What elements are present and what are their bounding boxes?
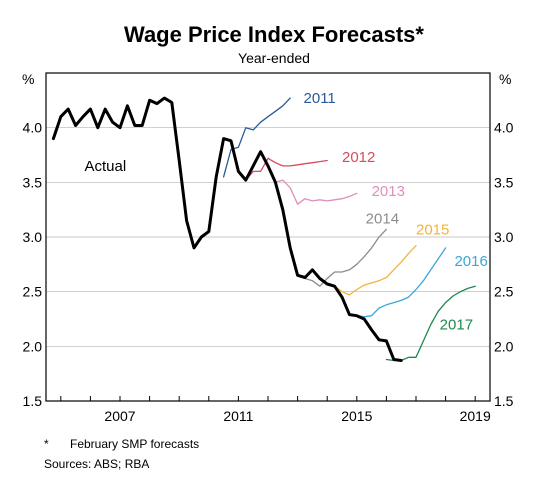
y-tick-label-right: 2.5 [494, 284, 514, 300]
y-axis-unit-left: % [22, 71, 34, 87]
y-tick-label-left: 3.5 [23, 174, 43, 190]
chart-subtitle: Year-ended [238, 50, 310, 66]
series-line-2014 [296, 228, 388, 287]
series-line-2013 [267, 165, 358, 205]
series-line-2016 [356, 247, 447, 318]
series-label-2014: 2014 [366, 210, 399, 227]
x-tick-label: 2019 [460, 408, 491, 424]
series-line-2011 [222, 97, 291, 178]
sources-note: Sources: ABS; RBA [44, 457, 150, 471]
series-label-2016: 2016 [454, 253, 487, 270]
series-labels: 2011 2012 2013 2014 2015 2016 2017 Actual [84, 90, 487, 333]
series-layer [51, 96, 476, 362]
x-tick-label: 2011 [223, 408, 253, 424]
series-label-2011: 2011 [304, 90, 336, 107]
series-label-2017: 2017 [440, 316, 473, 333]
y-tick-label-left: 2.0 [23, 338, 43, 354]
y-axis-right: 1.5 2.0 2.5 3.0 3.5 4.0 [494, 120, 514, 409]
x-axis: 2007 2011 2015 2019 [60, 396, 491, 424]
series-label-2015: 2015 [416, 221, 449, 238]
series-line-actual [51, 96, 403, 362]
y-tick-label-left: 1.5 [23, 393, 43, 409]
footnote-marker: * [44, 437, 49, 451]
footnote-text: February SMP forecasts [70, 437, 200, 451]
y-axis-left: 1.5 2.0 2.5 3.0 3.5 4.0 [23, 120, 43, 409]
y-tick-label-right: 1.5 [494, 393, 514, 409]
y-tick-label-right: 4.0 [494, 120, 514, 136]
footnote: * February SMP forecasts [44, 437, 199, 451]
x-tick-label: 2007 [104, 408, 135, 424]
x-tick-label: 2015 [341, 408, 372, 424]
series-label-2012: 2012 [342, 149, 375, 166]
y-tick-label-right: 3.5 [494, 174, 514, 190]
y-tick-label-left: 3.0 [23, 229, 43, 245]
y-axis-unit-right: % [499, 71, 511, 87]
series-line-2012 [237, 157, 328, 181]
series-label-2013: 2013 [372, 183, 405, 200]
y-tick-label-left: 2.5 [23, 284, 43, 300]
series-label-actual: Actual [84, 158, 126, 175]
y-tick-label-left: 4.0 [23, 120, 43, 136]
y-tick-label-right: 3.0 [494, 229, 514, 245]
series-line-2015 [326, 245, 417, 296]
chart-title: Wage Price Index Forecasts* [124, 22, 424, 47]
y-tick-label-right: 2.0 [494, 338, 514, 354]
